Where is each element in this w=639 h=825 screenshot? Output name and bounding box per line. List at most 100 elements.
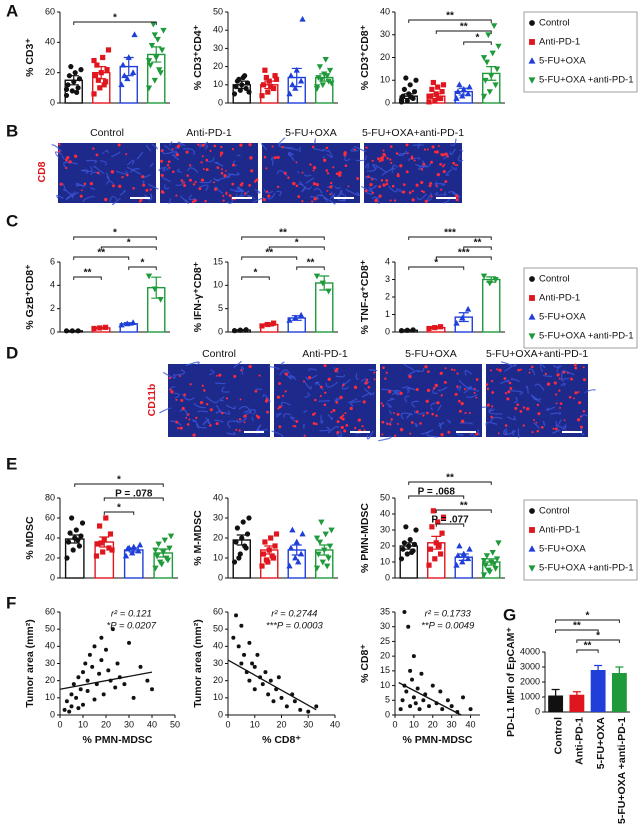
stained-cell (258, 374, 261, 377)
data-point (404, 551, 410, 557)
significance-label: ** (265, 248, 273, 259)
legend-label: Control (539, 506, 570, 517)
stained-cell (385, 371, 388, 374)
tissue-texture (226, 431, 236, 435)
stained-cell (327, 377, 331, 381)
data-point (76, 76, 83, 82)
tissue-texture (182, 393, 195, 401)
stained-cell (295, 184, 299, 188)
stained-cell (213, 187, 218, 191)
tissue-texture (86, 159, 98, 164)
y-axis-label: Tumor area (mm²) (192, 619, 204, 708)
significance-label: * (596, 631, 600, 642)
stained-cell (59, 182, 63, 186)
stained-cell (574, 366, 578, 370)
data-point (153, 553, 161, 560)
data-point (432, 325, 438, 331)
stat-annotation: r² = 0.121 (111, 609, 152, 620)
stained-cell (546, 382, 551, 386)
legend-marker (528, 77, 536, 84)
data-point (403, 75, 409, 81)
stained-cell (558, 377, 561, 380)
legend-marker (529, 527, 535, 533)
data-point (319, 559, 326, 566)
y-tick-label: 40 (45, 37, 55, 47)
stained-cell (312, 169, 315, 172)
tissue-texture (505, 428, 508, 436)
data-point (62, 707, 67, 712)
y-tick-label: 80 (45, 492, 55, 502)
data-point (299, 15, 306, 22)
data-point (81, 670, 85, 675)
legend-label: 5-FU+OXA +anti-PD-1 (539, 75, 634, 86)
tissue-texture (158, 166, 164, 172)
data-point (259, 323, 265, 329)
stained-cell (308, 375, 312, 380)
tissue-texture (388, 185, 398, 193)
y-tick-label: 60 (45, 6, 55, 16)
tissue-texture (236, 154, 241, 157)
stained-cell (302, 380, 305, 383)
stained-cell (220, 145, 223, 149)
stained-cell (578, 401, 582, 405)
error-bar (486, 558, 497, 566)
data-point (64, 555, 70, 561)
stained-cell (454, 164, 457, 167)
stained-cell (104, 197, 108, 202)
y-tick-label: 20 (213, 532, 223, 542)
tissue-texture (299, 146, 302, 153)
image-title: Control (90, 127, 124, 139)
tissue-texture (119, 190, 126, 196)
tissue-texture (233, 360, 242, 368)
significance-label: ** (474, 238, 482, 249)
stained-cell (460, 402, 464, 406)
y-tick-label: 40 (45, 641, 55, 651)
stained-cell (192, 183, 196, 186)
y-axis-label: % CD3⁺CD8⁺ (359, 24, 371, 90)
data-point (259, 93, 265, 99)
y-tick-label: 4000 (520, 646, 540, 656)
data-point (409, 549, 415, 556)
data-point (131, 31, 138, 38)
y-tick-label: 40 (213, 641, 223, 651)
tissue-texture (188, 194, 196, 201)
tissue-texture (372, 163, 388, 174)
stained-cell (239, 398, 242, 401)
tissue-texture (456, 385, 462, 392)
stained-cell (178, 375, 181, 378)
stained-cell (424, 365, 428, 369)
data-point (298, 707, 303, 712)
error-bar (236, 534, 247, 546)
data-point (406, 624, 411, 629)
stained-cell (406, 152, 409, 155)
y-tick-label: 0 (218, 326, 223, 336)
stained-cell (389, 199, 392, 202)
stained-cell (342, 383, 345, 387)
error-bar (264, 322, 275, 327)
panel-label: F (6, 593, 16, 612)
data-point (322, 531, 329, 538)
data-point (316, 539, 324, 546)
tissue-texture (199, 141, 209, 148)
stained-cell (335, 367, 339, 371)
tissue-texture (445, 168, 453, 176)
stained-cell (431, 412, 434, 416)
tissue-texture (434, 191, 447, 196)
tissue-texture (308, 368, 318, 372)
stained-cell (430, 195, 433, 198)
stained-cell (379, 156, 383, 160)
y-tick-label: 50 (380, 492, 390, 502)
stained-cell (579, 415, 582, 418)
legend-marker (528, 333, 536, 340)
stained-cell (475, 432, 479, 436)
tissue-texture (450, 166, 457, 171)
stained-cell (504, 392, 508, 395)
stained-cell (365, 378, 369, 381)
stained-cell (112, 184, 115, 188)
tissue-texture (51, 144, 63, 152)
data-point (292, 699, 297, 704)
stained-cell (362, 400, 366, 404)
data-point (485, 32, 492, 39)
stained-cell (180, 398, 184, 402)
data-point (147, 62, 154, 69)
